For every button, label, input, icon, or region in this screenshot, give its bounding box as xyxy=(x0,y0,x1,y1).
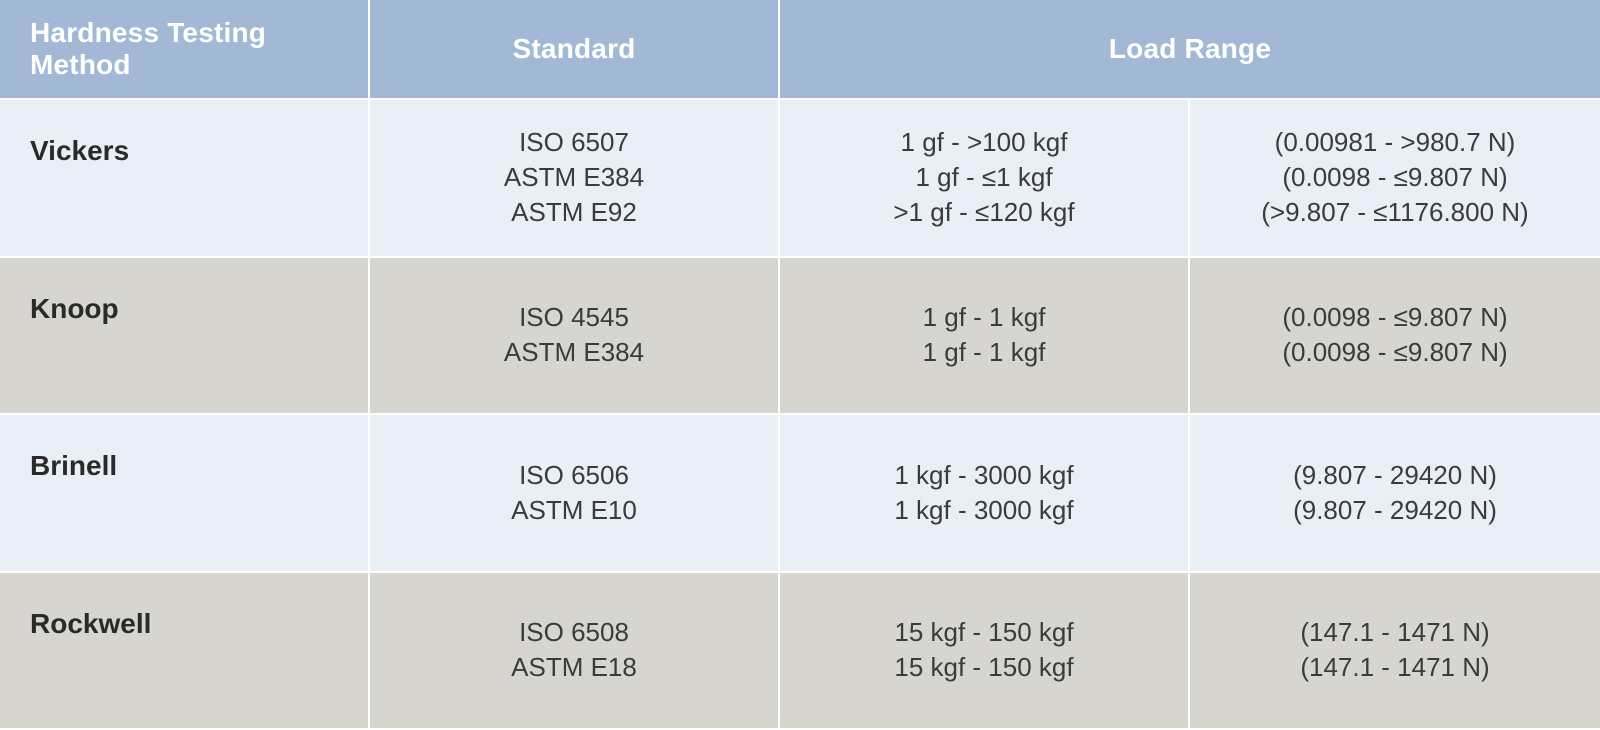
standard-value: ISO 4545 xyxy=(519,300,629,335)
load-n-value: (0.0098 - ≤9.807 N) xyxy=(1282,300,1507,335)
load-n-value: (147.1 - 1471 N) xyxy=(1300,615,1489,650)
standard-cell: ISO 6506 ASTM E10 xyxy=(370,415,780,571)
load-gf-cell: 1 gf - >100 kgf 1 gf - ≤1 kgf >1 gf - ≤1… xyxy=(780,100,1190,256)
load-gf-value: 1 gf - ≤1 kgf xyxy=(915,160,1052,195)
table-row: Vickers ISO 6507 ASTM E384 ASTM E92 1 gf… xyxy=(0,100,1600,258)
load-n-value: (147.1 - 1471 N) xyxy=(1300,650,1489,685)
load-gf-cell: 1 kgf - 3000 kgf 1 kgf - 3000 kgf xyxy=(780,415,1190,571)
standard-value: ASTM E384 xyxy=(504,335,644,370)
method-cell: Brinell xyxy=(0,415,370,571)
method-cell: Rockwell xyxy=(0,573,370,729)
load-gf-value: 1 gf - >100 kgf xyxy=(901,125,1068,160)
load-n-cell: (147.1 - 1471 N) (147.1 - 1471 N) xyxy=(1190,573,1600,729)
method-cell: Vickers xyxy=(0,100,370,256)
load-n-value: (9.807 - 29420 N) xyxy=(1293,458,1497,493)
load-gf-value: 15 kgf - 150 kgf xyxy=(894,615,1073,650)
standard-cell: ISO 6508 ASTM E18 xyxy=(370,573,780,729)
table-header-row: Hardness Testing Method Standard Load Ra… xyxy=(0,0,1600,100)
load-gf-cell: 15 kgf - 150 kgf 15 kgf - 150 kgf xyxy=(780,573,1190,729)
standard-value: ISO 6506 xyxy=(519,458,629,493)
load-gf-value: 15 kgf - 150 kgf xyxy=(894,650,1073,685)
load-gf-cell: 1 gf - 1 kgf 1 gf - 1 kgf xyxy=(780,258,1190,414)
load-n-value: (0.00981 - >980.7 N) xyxy=(1275,125,1516,160)
load-n-value: (>9.807 - ≤1176.800 N) xyxy=(1261,195,1528,230)
standard-cell: ISO 6507 ASTM E384 ASTM E92 xyxy=(370,100,780,256)
load-gf-value: 1 kgf - 3000 kgf xyxy=(894,458,1073,493)
table-row: Brinell ISO 6506 ASTM E10 1 kgf - 3000 k… xyxy=(0,415,1600,573)
standard-cell: ISO 4545 ASTM E384 xyxy=(370,258,780,414)
header-standard: Standard xyxy=(370,0,780,98)
standard-value: ASTM E18 xyxy=(511,650,637,685)
table-row: Rockwell ISO 6508 ASTM E18 15 kgf - 150 … xyxy=(0,573,1600,730)
load-n-value: (0.0098 - ≤9.807 N) xyxy=(1282,335,1507,370)
load-n-value: (9.807 - 29420 N) xyxy=(1293,493,1497,528)
load-gf-value: 1 gf - 1 kgf xyxy=(923,300,1046,335)
standard-value: ISO 6507 xyxy=(519,125,629,160)
load-gf-value: >1 gf - ≤120 kgf xyxy=(893,195,1074,230)
standard-value: ASTM E92 xyxy=(511,195,637,230)
load-gf-value: 1 gf - 1 kgf xyxy=(923,335,1046,370)
table-row: Knoop ISO 4545 ASTM E384 1 gf - 1 kgf 1 … xyxy=(0,258,1600,416)
method-cell: Knoop xyxy=(0,258,370,414)
load-n-cell: (0.00981 - >980.7 N) (0.0098 - ≤9.807 N)… xyxy=(1190,100,1600,256)
hardness-table: Hardness Testing Method Standard Load Ra… xyxy=(0,0,1600,730)
header-method: Hardness Testing Method xyxy=(0,0,370,98)
standard-value: ASTM E384 xyxy=(504,160,644,195)
load-n-value: (0.0098 - ≤9.807 N) xyxy=(1282,160,1507,195)
standard-value: ASTM E10 xyxy=(511,493,637,528)
load-gf-value: 1 kgf - 3000 kgf xyxy=(894,493,1073,528)
load-n-cell: (9.807 - 29420 N) (9.807 - 29420 N) xyxy=(1190,415,1600,571)
load-n-cell: (0.0098 - ≤9.807 N) (0.0098 - ≤9.807 N) xyxy=(1190,258,1600,414)
standard-value: ISO 6508 xyxy=(519,615,629,650)
header-load-range: Load Range xyxy=(780,0,1600,98)
